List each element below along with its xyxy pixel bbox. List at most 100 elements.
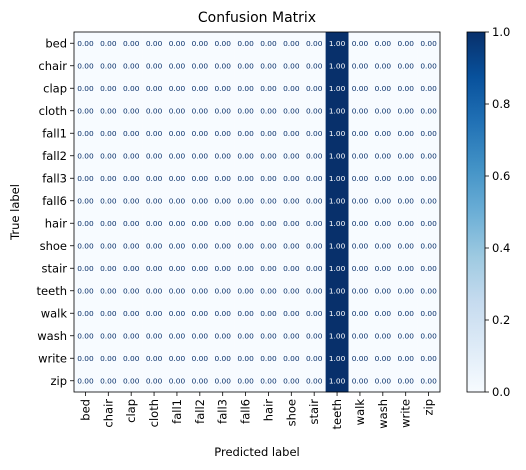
- cell-value-label: 0.00: [375, 151, 392, 160]
- cell-value-label: 0.00: [123, 39, 140, 48]
- cell-value-label: 0.00: [237, 264, 254, 273]
- heatmap-cell: [165, 302, 189, 325]
- cell-value-label: 0.00: [237, 39, 254, 48]
- colorbar: [466, 31, 486, 393]
- cell-value-label: 0.00: [169, 61, 186, 70]
- cell-value-label: 0.00: [100, 309, 117, 318]
- heatmap-cell: [394, 54, 418, 78]
- heatmap-cell: [257, 212, 281, 235]
- heatmap-cell: [234, 279, 258, 303]
- heatmap-cell: [119, 369, 143, 393]
- cell-value-label: 0.00: [123, 84, 140, 93]
- x-tick-label: shoe: [284, 399, 298, 426]
- heatmap-cell: [96, 369, 121, 393]
- cell-value-label: 0.00: [397, 129, 414, 138]
- cell-value-label: 0.00: [169, 286, 186, 295]
- heatmap-cell: [188, 189, 212, 213]
- cell-value-label: 0.00: [146, 84, 163, 93]
- cell-value-label: 0.00: [420, 286, 437, 295]
- heatmap-cell: [96, 54, 121, 78]
- cell-value-label: 0.00: [214, 61, 231, 70]
- heatmap-cell: [234, 77, 258, 100]
- cell-value-label: 0.00: [214, 354, 231, 363]
- colorbar-tick-label: 0.6: [492, 169, 510, 183]
- heatmap-cell: [371, 234, 395, 258]
- cell-value-label: 0.00: [100, 376, 117, 385]
- cell-value-label: 0.00: [169, 174, 186, 183]
- heatmap-cell: [417, 369, 441, 393]
- heatmap-cell: [142, 54, 166, 78]
- cell-value-label: 0.00: [192, 39, 209, 48]
- cell-value-label: 0.00: [100, 286, 117, 295]
- cell-value-label: 0.00: [306, 196, 323, 205]
- y-tick-label: cloth: [39, 104, 67, 118]
- heatmap-cell: [142, 257, 166, 280]
- cell-value-label: 0.00: [375, 264, 392, 273]
- heatmap-cell: [394, 32, 418, 55]
- heatmap-cell: [188, 279, 212, 303]
- heatmap-cell: [119, 32, 143, 55]
- cell-value-label: 1.00: [329, 129, 346, 138]
- cell-value-label: 0.00: [192, 309, 209, 318]
- heatmap-cell: [96, 212, 121, 235]
- heatmap-cell: [325, 77, 349, 100]
- cell-value-label: 0.00: [100, 61, 117, 70]
- x-tick-label: write: [399, 399, 413, 428]
- heatmap-cell: [74, 122, 98, 145]
- heatmap-cell: [165, 234, 189, 258]
- cell-value-label: 0.00: [192, 84, 209, 93]
- cell-value-label: 0.00: [260, 196, 277, 205]
- heatmap-cell: [257, 54, 281, 78]
- cell-value-label: 0.00: [375, 61, 392, 70]
- cell-value-label: 0.00: [397, 84, 414, 93]
- heatmap-cell: [371, 54, 395, 78]
- cell-value-label: 0.00: [260, 39, 277, 48]
- cell-value-label: 0.00: [169, 106, 186, 115]
- heatmap-cell: [302, 54, 326, 78]
- heatmap-cell: [119, 77, 143, 100]
- heatmap-cell: [142, 189, 166, 213]
- cell-value-label: 0.00: [260, 129, 277, 138]
- heatmap-cell: [279, 369, 304, 393]
- cell-value-label: 0.00: [352, 106, 369, 115]
- y-tick-label: teeth: [37, 284, 67, 298]
- cell-value-label: 0.00: [260, 354, 277, 363]
- heatmap-cell: [257, 347, 281, 370]
- cell-value-label: 0.00: [397, 151, 414, 160]
- y-axis-title: True label: [8, 184, 22, 241]
- cell-value-label: 0.00: [123, 376, 140, 385]
- cell-value-label: 0.00: [260, 174, 277, 183]
- cell-value-label: 0.00: [306, 309, 323, 318]
- cell-value-label: 0.00: [192, 331, 209, 340]
- cell-value-label: 0.00: [283, 286, 300, 295]
- heatmap-cell: [394, 122, 418, 145]
- cell-value-label: 0.00: [77, 331, 94, 340]
- heatmap-cell: [74, 234, 98, 258]
- cell-value-label: 0.00: [306, 376, 323, 385]
- heatmap-cell: [302, 347, 326, 370]
- cell-value-label: 0.00: [352, 264, 369, 273]
- heatmap-cell: [142, 324, 166, 348]
- heatmap-cell: [394, 369, 418, 393]
- cell-value-label: 0.00: [397, 106, 414, 115]
- cell-value-label: 0.00: [397, 196, 414, 205]
- cell-value-label: 1.00: [329, 39, 346, 48]
- heatmap-cell: [211, 144, 235, 168]
- cell-value-label: 0.00: [352, 39, 369, 48]
- cell-value-label: 0.00: [283, 219, 300, 228]
- heatmap-cell: [96, 257, 121, 280]
- x-tick-label: zip: [422, 399, 436, 416]
- heatmap-cell: [394, 77, 418, 100]
- heatmap-cell: [211, 324, 235, 348]
- heatmap-cell: [74, 257, 98, 280]
- cell-value-label: 0.00: [77, 219, 94, 228]
- x-tick-label: bed: [78, 399, 92, 421]
- cell-value-label: 0.00: [397, 286, 414, 295]
- heatmap-cell: [188, 324, 212, 348]
- cell-value-label: 0.00: [237, 241, 254, 250]
- heatmap-cell: [348, 212, 372, 235]
- cell-value-label: 0.00: [192, 264, 209, 273]
- heatmap-cell: [74, 144, 98, 168]
- cell-value-label: 0.00: [306, 84, 323, 93]
- cell-value-label: 0.00: [169, 354, 186, 363]
